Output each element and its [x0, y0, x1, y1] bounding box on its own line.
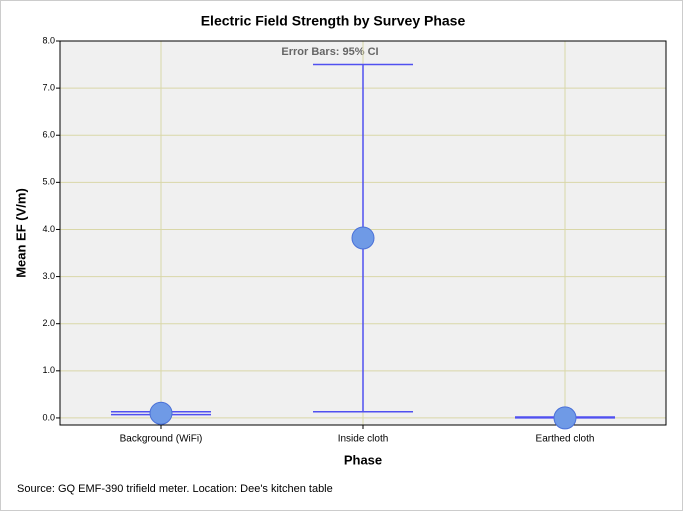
annotation: Error Bars: 95% CI: [281, 46, 378, 58]
chart-title: Electric Field Strength by Survey Phase: [201, 13, 466, 29]
y-tick-label: 8.0: [42, 35, 55, 45]
y-tick-label: 6.0: [42, 130, 55, 140]
y-tick-label: 1.0: [42, 365, 55, 375]
mean-point: [149, 401, 173, 425]
y-tick-label: 2.0: [42, 318, 55, 328]
x-tick-label: Inside cloth: [338, 434, 389, 445]
y-tick-label: 3.0: [42, 271, 55, 281]
mean-point: [553, 406, 577, 430]
y-tick-label: 0.0: [42, 412, 55, 422]
y-axis-label: Mean EF (V/m): [13, 188, 28, 278]
y-tick-label: 7.0: [42, 82, 55, 92]
x-tick-label: Background (WiFi): [120, 434, 203, 445]
source-note: Source: GQ EMF-390 trifield meter. Locat…: [17, 483, 333, 495]
x-axis-label: Phase: [344, 452, 382, 467]
plot-border: [59, 40, 667, 426]
mean-point: [351, 226, 375, 250]
y-tick-label: 5.0: [42, 177, 55, 187]
y-tick-label: 4.0: [42, 224, 55, 234]
x-tick-label: Earthed cloth: [536, 434, 595, 445]
